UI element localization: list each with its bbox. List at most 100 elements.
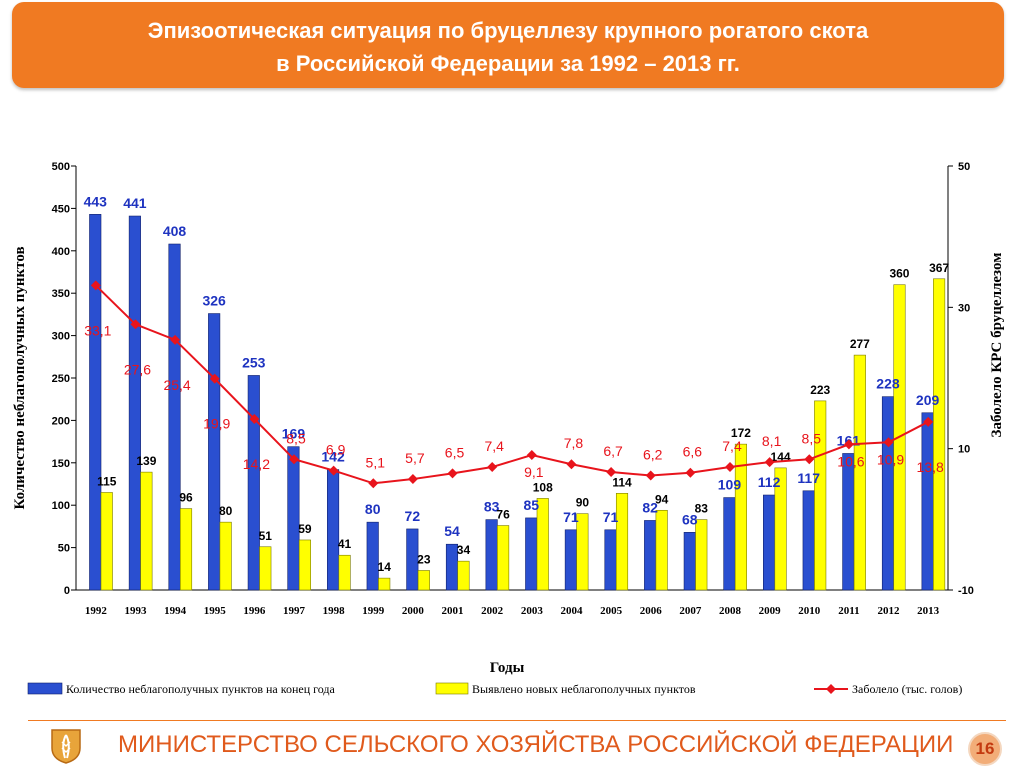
data-label-novye: 14 — [378, 560, 392, 574]
line-marker-zabolelo — [368, 478, 379, 489]
bar-neblagopoluchnye — [921, 412, 934, 591]
left-tick-label: 450 — [52, 203, 70, 215]
line-marker-zabolelo — [130, 319, 141, 330]
bar-novye — [655, 509, 668, 591]
data-label-neblagopoluchnye: 72 — [405, 508, 421, 524]
bar-neblagopoluchnye — [287, 446, 300, 591]
slide-title-line-1: Эпизоотическая ситуация по бруцеллезу кр… — [147, 18, 869, 43]
x-tick-label: 2013 — [917, 605, 940, 617]
data-label-zabolelo: 6,5 — [445, 444, 465, 460]
bar-novye — [814, 400, 827, 591]
bar-neblagopoluchnye — [881, 396, 895, 591]
data-label-zabolelo: 25,4 — [163, 377, 190, 393]
data-label-zabolelo: 7,4 — [484, 438, 504, 454]
bar-neblagopoluchnye — [327, 469, 340, 591]
x-tick-label: 1992 — [85, 605, 108, 617]
line-zabolelo — [95, 284, 929, 485]
left-tick-label: 400 — [52, 246, 70, 258]
data-label-novye: 360 — [889, 267, 909, 281]
line-marker-zabolelo — [447, 468, 458, 479]
data-label-novye: 108 — [533, 480, 553, 494]
data-label-neblagopoluchnye: 83 — [484, 499, 500, 515]
left-tick-label: 350 — [52, 288, 70, 300]
data-label-neblagopoluchnye: 80 — [365, 501, 381, 517]
data-label-zabolelo: 7,8 — [564, 435, 584, 451]
x-tick-label: 1993 — [124, 605, 147, 617]
line-marker-zabolelo — [685, 467, 696, 478]
x-tick-label: 2007 — [679, 605, 702, 617]
bar-neblagopoluchnye — [128, 215, 141, 591]
x-tick-label: 2008 — [719, 605, 742, 617]
data-label-novye: 114 — [612, 475, 632, 489]
slide-title-line-2: в Российской Федерации за 1992 – 2013 гг… — [276, 51, 740, 76]
x-tick-label: 1996 — [243, 605, 266, 617]
bar-novye — [417, 570, 430, 591]
line-marker-zabolelo — [407, 474, 418, 485]
bar-neblagopoluchnye — [683, 532, 696, 591]
data-label-novye: 41 — [338, 537, 352, 551]
line-marker-zabolelo — [566, 459, 577, 470]
data-label-neblagopoluchnye: 54 — [444, 523, 460, 539]
data-label-zabolelo: 27,6 — [124, 361, 151, 377]
x-tick-label: 2001 — [442, 605, 464, 617]
left-tick-label: 50 — [58, 543, 70, 555]
right-tick-label: -10 — [958, 585, 974, 597]
data-label-novye: 115 — [97, 474, 117, 488]
data-label-zabolelo: 6,6 — [683, 444, 703, 460]
data-label-novye: 90 — [576, 496, 590, 510]
data-label-novye: 76 — [496, 508, 510, 522]
data-label-neblagopoluchnye: 169 — [282, 426, 306, 442]
data-label-novye: 23 — [417, 552, 431, 566]
brucellosis-chart: 0 50 100 150 200 250 300 350 400 450 500 -10 10 30 50 К… — [12, 161, 1005, 696]
data-label-neblagopoluchnye: 112 — [758, 474, 781, 490]
data-label-zabolelo: 7,4 — [722, 438, 742, 454]
bar-novye — [298, 539, 311, 591]
x-tick-label: 2009 — [759, 605, 782, 617]
right-axis-title: Заболело КРС бруцеллезом — [989, 253, 1005, 438]
bar-neblagopoluchnye — [525, 517, 538, 591]
legend-swatch-neblagopoluchnye — [27, 682, 63, 695]
x-tick-label: 1999 — [362, 605, 385, 617]
line-marker-zabolelo — [249, 413, 260, 424]
data-label-novye: 59 — [298, 522, 312, 536]
data-label-zabolelo: 8,5 — [286, 430, 306, 446]
x-tick-label: 2010 — [798, 605, 821, 617]
bar-neblagopoluchnye — [406, 528, 419, 591]
data-label-neblagopoluchnye: 253 — [242, 354, 266, 370]
x-tick-label: 2002 — [481, 605, 504, 617]
bar-novye — [695, 519, 708, 591]
x-tick-label: 1994 — [164, 605, 187, 617]
left-tick-label: 500 — [52, 161, 70, 173]
data-label-neblagopoluchnye: 82 — [642, 499, 658, 515]
right-tick-label: 30 — [958, 302, 970, 314]
bar-neblagopoluchnye — [247, 375, 260, 591]
data-label-novye: 367 — [929, 261, 949, 275]
data-label-zabolelo: 19,9 — [203, 416, 230, 432]
data-label-neblagopoluchnye: 109 — [718, 477, 742, 493]
line-marker-zabolelo — [645, 470, 656, 481]
data-label-neblagopoluchnye: 85 — [523, 497, 539, 513]
left-tick-label: 100 — [52, 500, 70, 512]
x-axis-title: Годы — [490, 660, 525, 676]
bar-novye — [734, 443, 747, 591]
line-marker-zabolelo — [725, 462, 735, 473]
data-label-neblagopoluchnye: 443 — [84, 193, 108, 209]
bar-novye — [259, 546, 272, 591]
bar-novye — [536, 498, 549, 591]
right-tick-label: 50 — [958, 161, 970, 173]
bar-novye — [576, 513, 589, 591]
legend-marker-zabolelo — [826, 684, 836, 694]
data-label-novye: 83 — [695, 502, 709, 516]
line-marker-zabolelo — [289, 454, 299, 465]
data-label-novye: 80 — [219, 504, 233, 518]
line-marker-zabolelo — [843, 439, 854, 450]
line-marker-zabolelo — [209, 373, 220, 384]
data-label-zabolelo: 10,6 — [837, 453, 864, 469]
bar-neblagopoluchnye — [564, 529, 577, 591]
data-label-neblagopoluchnye: 71 — [563, 509, 579, 525]
data-label-zabolelo: 6,9 — [326, 442, 346, 458]
data-label-zabolelo: 10,9 — [877, 451, 904, 467]
bar-novye — [100, 492, 113, 591]
data-label-novye: 96 — [179, 491, 193, 505]
line-marker-zabolelo — [526, 450, 537, 461]
